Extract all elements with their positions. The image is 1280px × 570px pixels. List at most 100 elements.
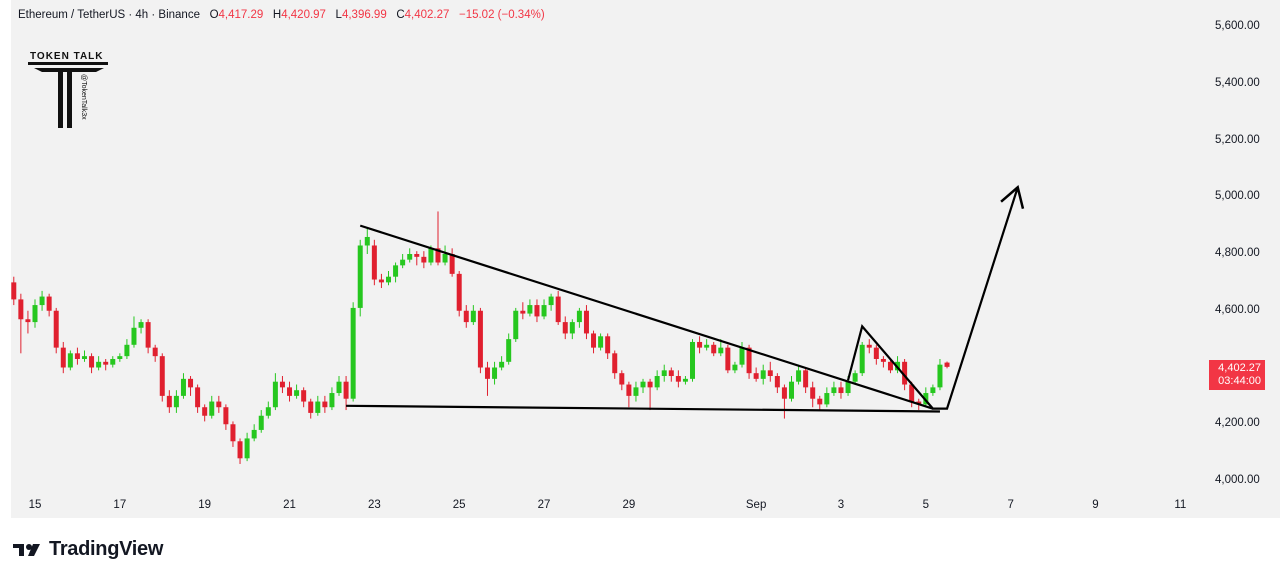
candle <box>81 350 87 362</box>
candle-body <box>96 361 102 368</box>
candle-body <box>492 367 498 379</box>
candle-body <box>350 307 356 399</box>
candle <box>767 361 773 382</box>
candle-body <box>180 378 186 396</box>
arrowhead-icon <box>1000 185 1025 209</box>
candle-body <box>414 254 420 257</box>
candle-body <box>456 273 462 311</box>
candle <box>796 364 802 385</box>
candle <box>923 387 929 408</box>
candle-body <box>258 415 264 430</box>
candle <box>598 333 604 351</box>
candle-body <box>838 387 844 394</box>
candle <box>513 307 519 342</box>
last-price: 4,402.27 <box>1218 362 1261 374</box>
candle <box>647 378 653 411</box>
candle <box>852 370 858 385</box>
candle-body <box>817 398 823 405</box>
candle <box>131 316 137 348</box>
candle <box>159 353 165 402</box>
candle-body <box>852 373 858 382</box>
candle-body <box>131 327 137 345</box>
candle <box>838 381 844 399</box>
candle-body <box>902 361 908 385</box>
candle-body <box>520 310 526 314</box>
candle-body <box>442 254 448 263</box>
logo-handle: @TokenTalk3x <box>80 74 87 120</box>
candle <box>421 251 427 269</box>
candle <box>322 395 328 413</box>
candle-body <box>690 341 696 379</box>
candle-body <box>675 376 681 382</box>
candle <box>103 358 109 371</box>
candle-body <box>89 356 95 368</box>
candle-body <box>46 296 52 311</box>
candle <box>591 330 597 354</box>
candle-body <box>598 336 604 348</box>
candle-body <box>25 319 31 323</box>
y-tick-label: 5,000.00 <box>1215 190 1260 203</box>
candle-body <box>619 373 625 385</box>
candle <box>690 339 696 382</box>
candlestick-plot[interactable] <box>0 0 1280 518</box>
x-tick-label: 27 <box>537 499 551 511</box>
x-tick-label: 17 <box>113 499 127 511</box>
pattern-drawings <box>346 185 1025 413</box>
candle <box>810 381 816 408</box>
candle-body <box>449 254 455 274</box>
candle <box>60 341 66 374</box>
candle <box>937 358 943 391</box>
candle <box>407 248 413 263</box>
candle-body <box>583 310 589 334</box>
candle-body <box>725 347 731 371</box>
x-tick-label: Sep <box>745 499 767 511</box>
candle <box>11 276 17 306</box>
candle <box>739 341 745 368</box>
high-label: H <box>272 9 282 21</box>
candle <box>817 395 823 411</box>
candle <box>173 390 179 413</box>
candle-body <box>562 322 568 334</box>
candle-body <box>11 282 17 300</box>
candle-body <box>845 381 851 394</box>
x-tick-label: 29 <box>622 499 636 511</box>
candle-body <box>336 381 342 394</box>
candle-body <box>661 370 667 377</box>
candle-body <box>124 344 130 357</box>
candle <box>492 361 498 385</box>
candle <box>378 273 384 289</box>
x-tick-label: 3 <box>837 499 845 511</box>
candle-body <box>909 384 915 402</box>
candle <box>569 319 575 340</box>
candle-body <box>824 393 830 405</box>
tradingview-brand[interactable]: TradingView <box>13 538 163 561</box>
candle <box>350 302 356 402</box>
tradingview-wordmark: TradingView <box>49 538 164 560</box>
candle-body <box>774 376 780 388</box>
candle <box>294 384 300 399</box>
candle-body <box>230 424 236 442</box>
candle <box>435 211 441 266</box>
candle <box>803 367 809 394</box>
candle <box>329 387 335 411</box>
candle-body <box>470 310 476 323</box>
candle <box>640 378 646 394</box>
price-axis[interactable] <box>1199 0 1280 518</box>
candle <box>272 373 278 411</box>
candle <box>548 293 554 311</box>
candle <box>527 299 533 317</box>
candle <box>279 376 285 394</box>
candle-body <box>626 384 632 396</box>
candle <box>96 356 102 371</box>
candle <box>89 353 95 374</box>
candle <box>449 248 455 277</box>
candle <box>188 376 194 396</box>
candle <box>258 410 264 433</box>
candle-body <box>407 254 413 260</box>
candle-body <box>152 347 158 357</box>
x-tick-label: 15 <box>28 499 42 511</box>
candle-body <box>788 381 794 399</box>
breakout-projection-arrow <box>846 186 1019 410</box>
chart-area[interactable] <box>11 0 1199 518</box>
candle-body <box>279 381 285 388</box>
